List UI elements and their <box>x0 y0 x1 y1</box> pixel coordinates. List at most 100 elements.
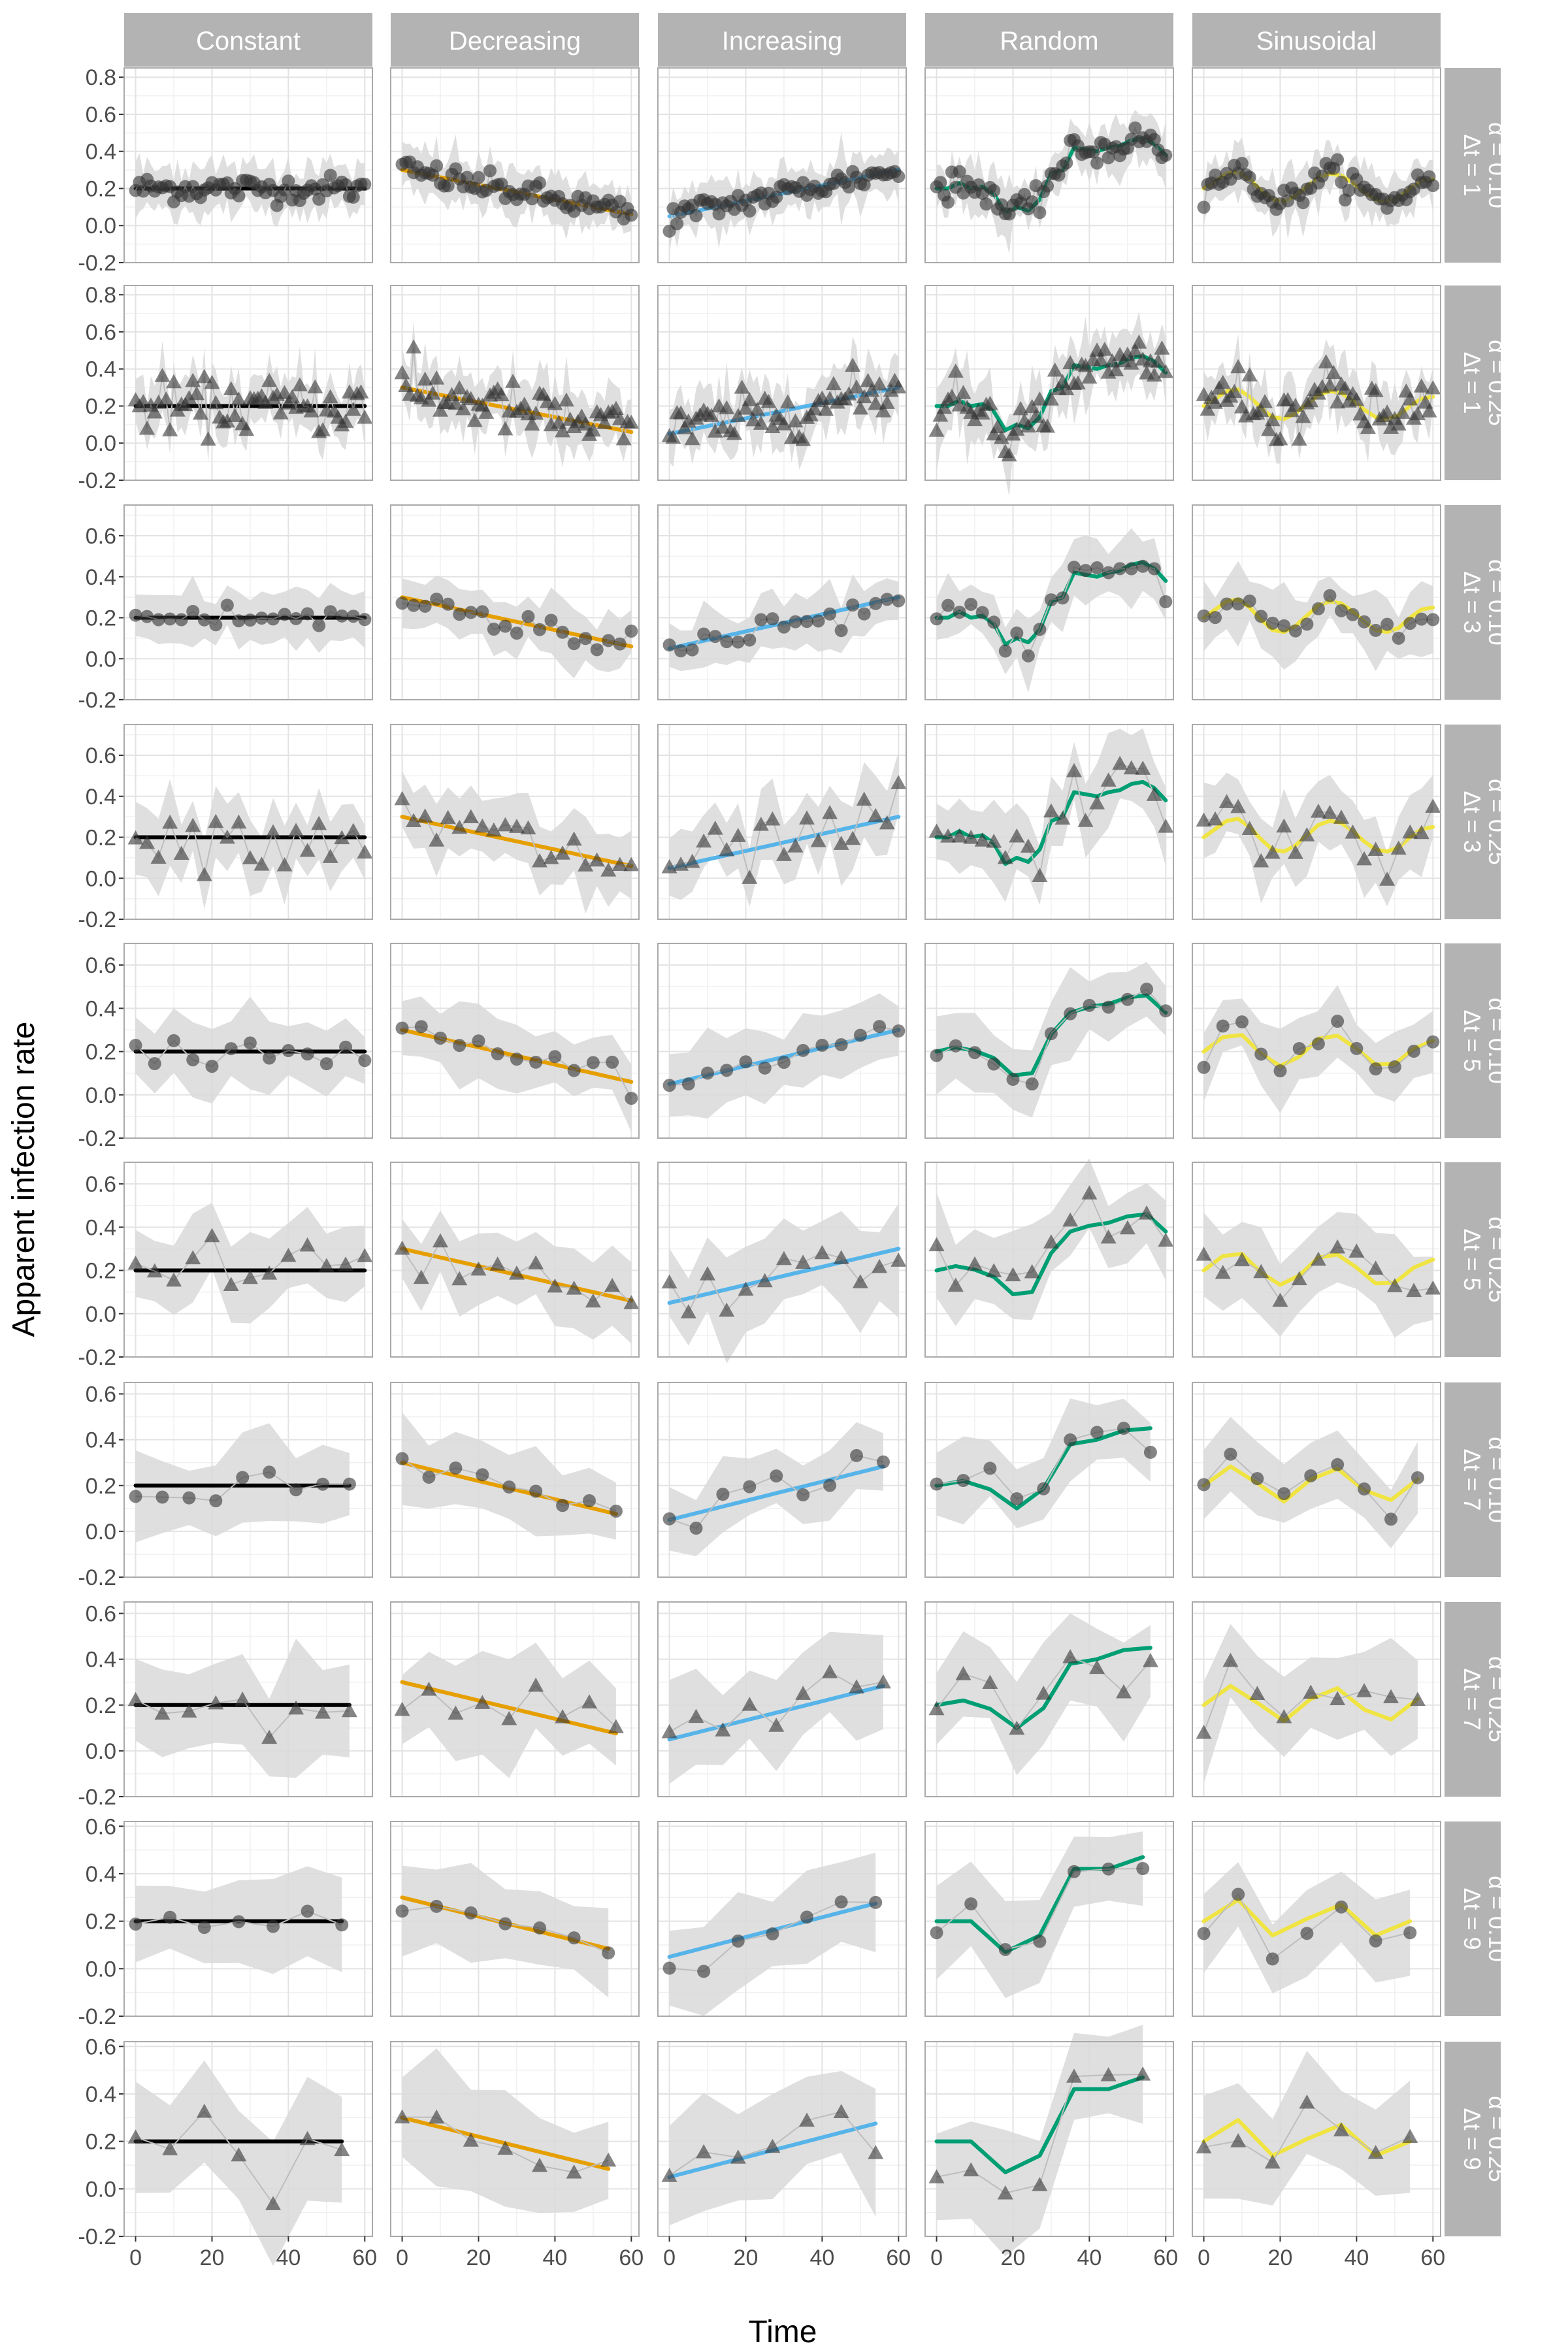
panel-border <box>1192 1601 1441 1797</box>
data-point <box>223 381 239 396</box>
data-point <box>1413 378 1429 393</box>
panel-border <box>924 1821 1174 2017</box>
data-point <box>338 414 354 428</box>
row-strip-alpha-label: α = 0.10 <box>1484 559 1511 645</box>
data-point <box>1369 1934 1382 1948</box>
data-point <box>872 1258 888 1273</box>
data-point <box>734 379 750 394</box>
data-point <box>301 607 314 621</box>
data-point <box>689 209 703 223</box>
data-point <box>197 613 211 627</box>
data-point <box>1292 1041 1306 1055</box>
data-point <box>1379 872 1396 886</box>
facet-panel <box>1192 943 1441 1139</box>
data-point <box>1159 148 1173 162</box>
x-tick-label: 60 <box>619 2246 644 2270</box>
facet-panel <box>123 1162 373 1358</box>
true-rate-line <box>934 2075 1145 2174</box>
panel-border <box>123 1601 373 1797</box>
data-point <box>1147 133 1161 146</box>
facet-panel <box>924 504 1174 700</box>
data-point <box>1062 1649 1079 1663</box>
data-point <box>182 1491 196 1505</box>
data-point <box>1033 206 1047 220</box>
data-point <box>341 1703 357 1718</box>
x-tick-label: 20 <box>1268 2246 1293 2270</box>
data-point <box>197 1921 211 1935</box>
data-point <box>532 2157 547 2172</box>
data-point <box>868 2145 884 2159</box>
facet-panel <box>1192 724 1441 920</box>
data-point <box>261 1729 278 1744</box>
data-point <box>1140 983 1154 996</box>
data-point <box>139 834 155 849</box>
row-strip-dt-label: Δt = 5 <box>1459 1228 1486 1290</box>
data-point <box>1150 353 1166 368</box>
data-point <box>1414 612 1428 626</box>
data-point <box>1006 1073 1020 1086</box>
data-point <box>181 390 197 404</box>
data-point <box>1230 2133 1247 2148</box>
data-point <box>949 1039 962 1053</box>
panel-border <box>1192 285 1441 481</box>
data-point <box>1215 1264 1231 1279</box>
data-point <box>315 1705 331 1719</box>
data-point <box>947 1277 964 1292</box>
data-point <box>1139 1205 1155 1220</box>
data-point <box>1295 408 1311 423</box>
data-point <box>158 391 174 406</box>
data-point <box>1060 156 1073 170</box>
credible-band <box>669 751 899 907</box>
facet-panel <box>1192 1601 1441 1797</box>
y-tick-label: 0.0 <box>86 2177 116 2202</box>
data-point <box>166 374 182 389</box>
data-point <box>1277 619 1291 632</box>
data-point <box>395 1904 409 1918</box>
facet-panel <box>1192 1382 1441 1578</box>
data-point <box>1403 1926 1417 1940</box>
data-point <box>738 400 754 415</box>
row-strip-dt-label: Δt = 9 <box>1459 2108 1486 2170</box>
data-point <box>1330 1239 1346 1254</box>
data-point <box>928 1701 945 1716</box>
data-point <box>876 1455 890 1469</box>
data-point <box>1197 1927 1211 1940</box>
y-tick-label: 0.0 <box>86 431 116 456</box>
data-point <box>289 612 303 625</box>
data-point <box>1010 1492 1024 1506</box>
data-point <box>1276 1708 1292 1723</box>
data-point <box>417 371 433 386</box>
data-point <box>204 374 220 389</box>
data-point <box>166 1272 182 1287</box>
data-point <box>1335 1900 1348 1914</box>
data-point <box>890 379 907 394</box>
panel-border <box>657 1382 907 1578</box>
data-point <box>440 809 456 825</box>
data-point <box>162 814 178 829</box>
data-point <box>941 195 955 209</box>
data-point <box>1411 1471 1424 1484</box>
data-point <box>928 1237 945 1252</box>
data-point <box>150 849 167 864</box>
data-point <box>322 849 338 863</box>
y-tick-label: 0.0 <box>86 866 116 891</box>
data-point <box>947 363 964 378</box>
data-point <box>174 613 188 627</box>
data-point <box>754 613 768 627</box>
data-point <box>555 423 571 438</box>
data-point <box>1392 631 1405 645</box>
data-point <box>342 1477 356 1491</box>
data-point <box>625 625 638 638</box>
panel-border <box>924 504 1174 700</box>
data-point <box>1337 380 1353 395</box>
panel-border <box>924 1162 1174 1358</box>
credible-band <box>135 2060 342 2266</box>
data-point <box>833 836 849 850</box>
data-point <box>529 1484 543 1498</box>
data-point <box>1326 365 1342 380</box>
data-point <box>868 395 884 410</box>
data-point <box>291 377 308 391</box>
panel-border <box>390 67 640 263</box>
row-strip-dt-label: Δt = 7 <box>1459 1448 1486 1511</box>
facet-panel <box>390 724 640 920</box>
